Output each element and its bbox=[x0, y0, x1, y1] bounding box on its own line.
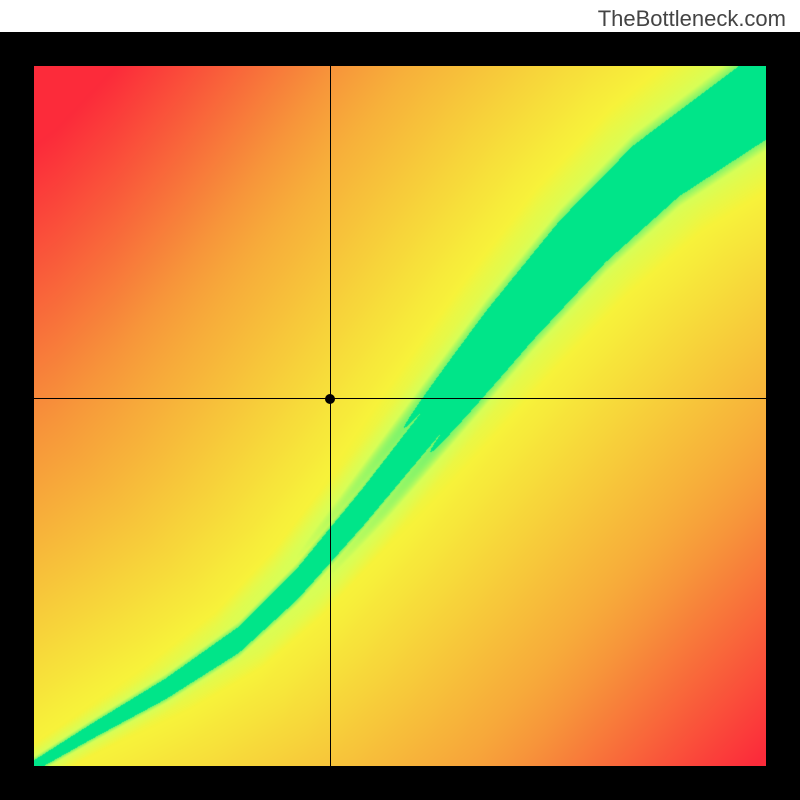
root: TheBottleneck.com bbox=[0, 0, 800, 800]
bottleneck-heatmap bbox=[34, 66, 766, 766]
crosshair-marker bbox=[325, 394, 335, 404]
frame-bottom bbox=[0, 766, 800, 800]
frame-left bbox=[0, 32, 34, 800]
crosshair-horizontal bbox=[34, 398, 766, 399]
frame-top bbox=[0, 32, 800, 66]
crosshair-vertical bbox=[330, 66, 331, 766]
frame-right bbox=[766, 32, 800, 800]
watermark-text: TheBottleneck.com bbox=[598, 6, 786, 32]
